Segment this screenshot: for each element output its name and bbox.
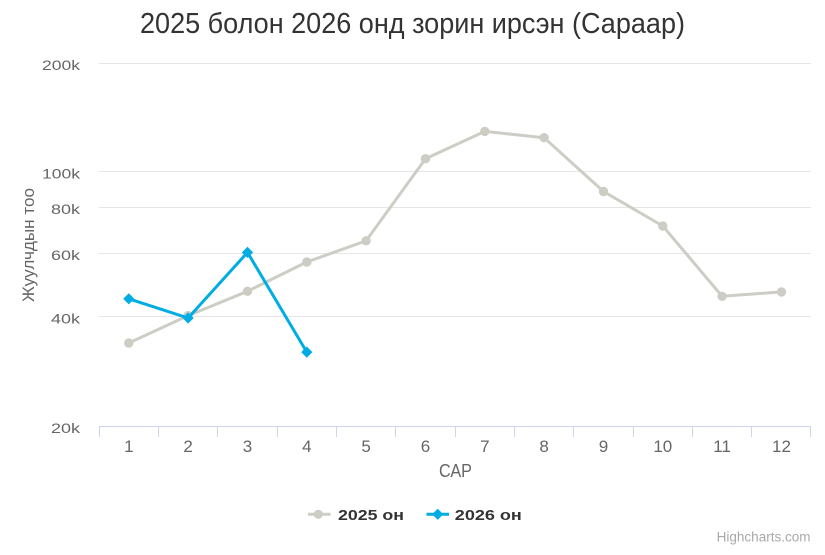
svg-text:10: 10	[653, 437, 672, 456]
svg-text:2026 он: 2026 он	[455, 507, 522, 524]
svg-text:11: 11	[713, 437, 731, 456]
svg-text:Жуулчдын тоо: Жуулчдын тоо	[19, 188, 38, 302]
svg-text:2025 болон 2026 онд зорин ирсэ: 2025 болон 2026 онд зорин ирсэн (Сараар)	[140, 8, 685, 40]
svg-text:80k: 80k	[51, 201, 81, 217]
svg-text:100k: 100k	[42, 166, 81, 182]
svg-text:6: 6	[421, 437, 430, 456]
svg-text:12: 12	[772, 437, 791, 456]
svg-text:8: 8	[539, 437, 548, 456]
svg-text:20k: 20k	[51, 420, 81, 436]
svg-text:2025 он: 2025 он	[338, 507, 404, 524]
svg-text:60k: 60k	[51, 247, 81, 263]
svg-text:5: 5	[361, 437, 370, 456]
svg-text:200k: 200k	[42, 57, 81, 73]
svg-text:3: 3	[243, 437, 252, 456]
svg-text:4: 4	[302, 437, 311, 456]
svg-text:1: 1	[124, 437, 133, 456]
svg-text:7: 7	[480, 437, 489, 456]
svg-text:40k: 40k	[51, 311, 81, 327]
svg-text:Highcharts.com: Highcharts.com	[717, 530, 811, 545]
svg-text:САР: САР	[439, 461, 472, 481]
svg-text:2: 2	[183, 437, 192, 456]
svg-text:9: 9	[599, 437, 608, 456]
